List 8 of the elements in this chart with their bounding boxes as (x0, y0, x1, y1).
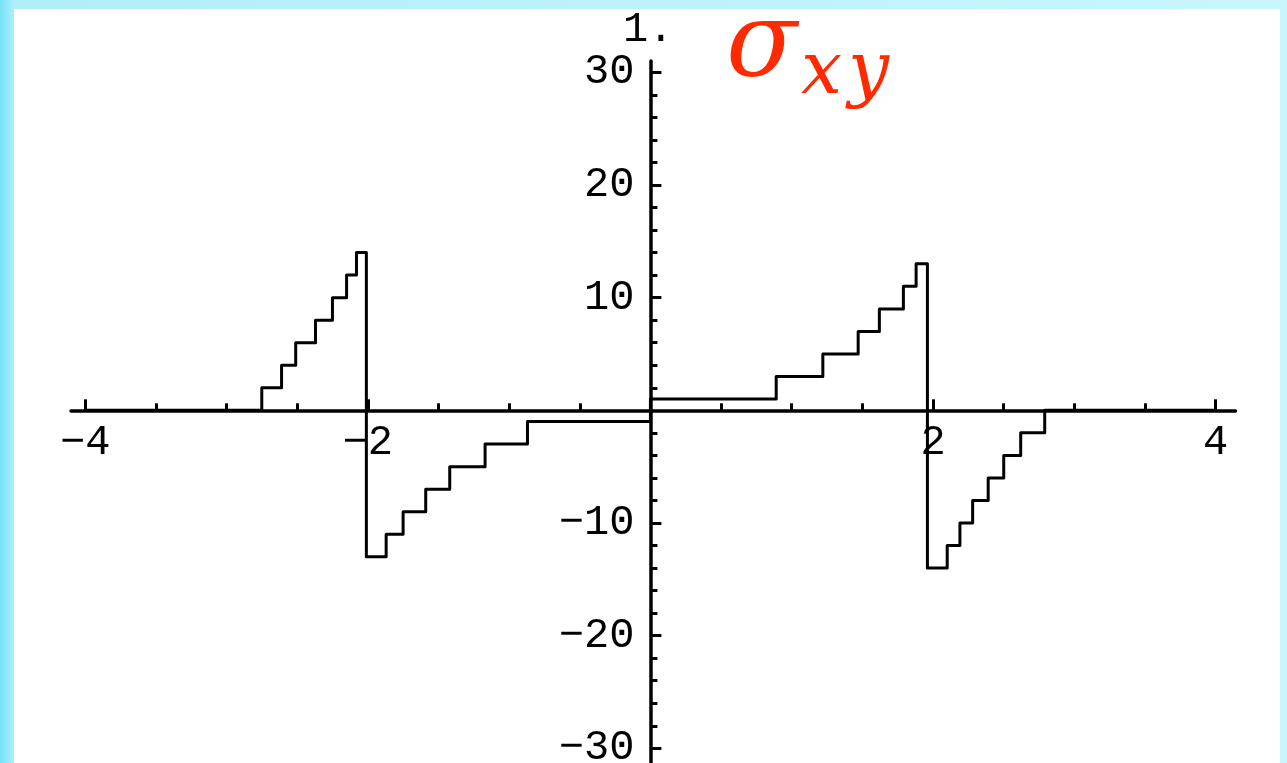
y-tick-label: −30 (558, 724, 635, 763)
y-tick-label: 20 (584, 160, 635, 209)
y-tick-label: −10 (558, 498, 635, 547)
x-tick-label: 4 (1203, 419, 1229, 468)
y-tick-label: −20 (558, 611, 635, 660)
x-tick-label: −4 (59, 419, 111, 468)
y-tick-label: 10 (584, 273, 635, 322)
chart-title: σ$_{xy}$ (726, 0, 896, 110)
